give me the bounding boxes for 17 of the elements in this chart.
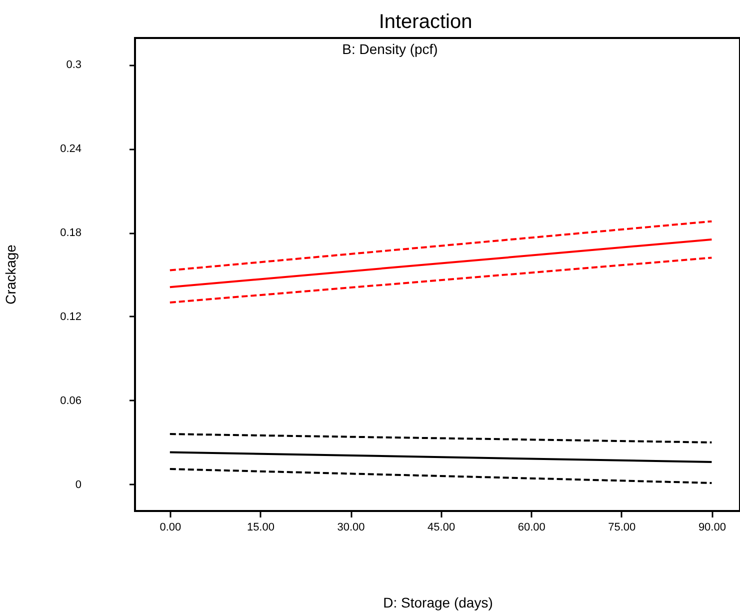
y-tick-label: 0.12 <box>60 310 82 323</box>
y-tick-label: 0 <box>75 478 82 491</box>
y-tick-label: 0.18 <box>60 227 82 240</box>
x-tick-label: 15.00 <box>246 522 274 534</box>
x-tick-label: 90.00 <box>698 522 726 534</box>
x-tick-label: 30.00 <box>337 522 365 534</box>
x-tick-label: 0.00 <box>160 522 182 534</box>
x-axis-title: D: Storage (days) <box>383 594 493 610</box>
x-tick-label: 60.00 <box>518 522 546 534</box>
y-tick-label: 0.3 <box>66 59 82 72</box>
y-tick-label: 0.06 <box>60 394 82 407</box>
chart-title: Interaction <box>378 11 472 33</box>
y-tick-label: 0.24 <box>60 143 82 156</box>
annotation: B: Density (pcf) <box>342 41 438 57</box>
x-tick-label: 75.00 <box>608 522 636 534</box>
x-tick-label: 45.00 <box>428 522 456 534</box>
y-axis-title: Crackage <box>2 244 18 304</box>
